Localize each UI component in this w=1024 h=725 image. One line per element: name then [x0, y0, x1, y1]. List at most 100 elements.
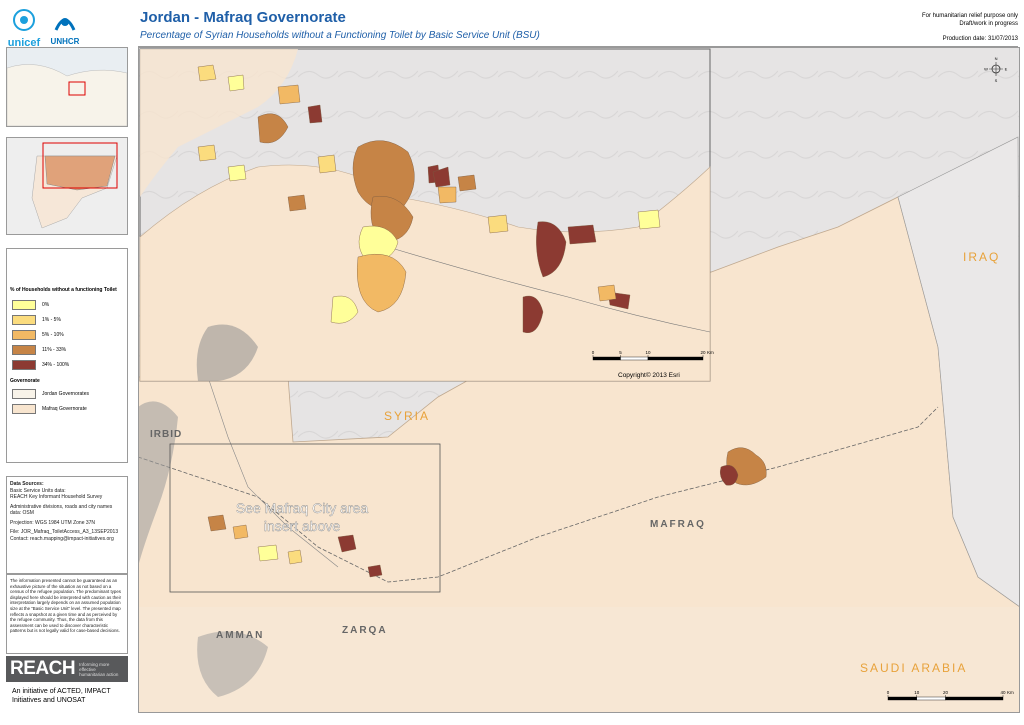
legend-label: 11% - 33%: [42, 346, 67, 353]
legend-item: Mafraq Governorate: [10, 401, 124, 416]
legend-item: 34% - 100%: [10, 357, 124, 372]
scale-label: 20: [700, 350, 706, 355]
scale-segment: [592, 356, 621, 361]
reach-initiative: An initiative of ACTED, IMPACT Initiativ…: [12, 688, 111, 704]
legend: % of Households without a functioning To…: [6, 248, 128, 463]
note: Draft/work in progress: [959, 21, 1018, 27]
bsu-polygon: [197, 144, 217, 162]
bsu-polygon: [197, 64, 217, 82]
compass: N E S W: [984, 56, 1008, 83]
compass-label: S: [995, 78, 998, 83]
iraq-area: [897, 136, 1020, 608]
unhcr-text: UNHCR: [50, 37, 80, 46]
jordan-governorates: [138, 607, 1020, 713]
bsu-polygon: [637, 209, 661, 230]
scale-segment: [916, 696, 946, 701]
road: [207, 376, 339, 568]
bsu-polygon: [719, 465, 739, 486]
main-map: Copyright© 2013 Esri IRAQ SYRIA IRBID MA…: [138, 47, 1020, 713]
mafraq-governorate: [138, 196, 1020, 713]
bsu-polygon: [307, 104, 323, 124]
scale-bar: 0 5 10 20 Km: [592, 350, 714, 361]
legend-label: 0%: [42, 301, 50, 308]
country-label: IRAQ: [963, 250, 1000, 264]
bsu-polygon: [207, 514, 227, 532]
scale-label: 10: [645, 350, 651, 355]
compass-label: E: [1005, 67, 1008, 72]
sources: Data Sources: Basic Service Units data: RE…: [6, 476, 128, 574]
unicef-text: unicef: [7, 37, 41, 49]
unhcr-emblem: [54, 18, 76, 31]
reach-logo: REACH Informing more effective humanitar…: [6, 656, 128, 682]
legend-label: 34% - 100%: [42, 361, 70, 368]
legend-swatch: [12, 403, 36, 414]
city-label: IRBID: [150, 429, 182, 440]
legend-item: 11% - 33%: [10, 342, 124, 357]
source-line: File: JOR_Mafraq_ToiletAccess_A3_13SEP20…: [10, 529, 119, 535]
bsu-polygon: [457, 174, 477, 192]
inset-map: Copyright© 2013 Esri: [139, 48, 711, 382]
country-label: SAUDI ARABIA: [860, 661, 967, 675]
title: Jordan - Mafraq Governorate: [140, 9, 346, 26]
bsu-polygon: [277, 84, 301, 105]
scale-segment: [887, 696, 917, 701]
inset-note: See Mafraq City area: [236, 500, 368, 516]
legend-swatch: [12, 314, 36, 325]
legend-title: % of Households without a functioning To…: [10, 287, 117, 293]
source-line: Projection: WGS 1984 UTM Zone 37N: [10, 519, 96, 526]
road: [138, 406, 939, 583]
source-line: Basic Service Units data:: [10, 487, 66, 494]
compass-label: N: [995, 56, 998, 61]
jordan-map-svg: [31, 142, 118, 229]
city-label: ZARQA: [342, 625, 388, 636]
scale-label: 0: [592, 350, 595, 355]
bsu-polygons: [197, 64, 661, 333]
bsu-polygon: [487, 214, 509, 234]
source-line: Administrative divisions, roads and city…: [10, 503, 113, 517]
urban-area: [197, 631, 268, 697]
legend-swatch: [12, 329, 36, 340]
bsu-polygon: [567, 224, 597, 245]
scale-segment: [620, 356, 649, 361]
scale-unit: Km: [1007, 690, 1014, 695]
legend-item: 5% - 10%: [10, 327, 124, 342]
inset-extent: [169, 443, 441, 593]
source-line: REACH Key Informant Household Survey: [10, 494, 103, 500]
unhcr-logo: UNHCR: [48, 8, 82, 46]
bsu-polygon: [522, 295, 544, 333]
bsu-polygon: [257, 544, 279, 562]
legend-item: 1% - 5%: [10, 312, 124, 327]
bsu-polygon: [357, 253, 407, 313]
reach-tagline: Informing more effective humanitarian ac…: [79, 661, 119, 677]
scale-label: 5: [619, 350, 622, 355]
scale-label: 20: [943, 690, 949, 695]
bsu-polygon: [330, 295, 359, 324]
source-line: Data Sources:: [10, 481, 44, 487]
legend-label: Mafraq Governorate: [42, 405, 87, 412]
source-line: Contact: reach.mapping@impact-initiative…: [10, 535, 114, 542]
legend-swatch: [12, 344, 36, 355]
bsu-polygon: [432, 166, 451, 188]
reach-name: REACH: [10, 658, 76, 679]
urban-area: [138, 401, 178, 567]
legend-label: 5% - 10%: [42, 331, 64, 338]
scale-label: 10: [914, 690, 920, 695]
bsu-polygon: [437, 186, 457, 204]
region-map-svg: [6, 64, 128, 127]
scale-segment: [647, 356, 704, 361]
legend-label: Jordan Governorates: [42, 390, 89, 397]
bsu-polygons: [207, 447, 767, 578]
bsu-polygon: [257, 113, 289, 144]
scale-segment: [945, 696, 1004, 701]
legend-label: 1% - 5%: [42, 316, 61, 323]
legend-classes: 0% 1% - 5% 5% - 10% 11% - 33% 34% - 100%: [10, 297, 124, 372]
compass-label: W: [984, 67, 988, 72]
bsu-polygon: [367, 564, 383, 578]
bsu-polygon: [317, 154, 337, 174]
legend-governorates: Jordan Governorates Mafraq Governorate: [10, 386, 124, 416]
bsu-polygon: [287, 549, 303, 565]
legend-item: 0%: [10, 297, 124, 312]
header-rule: [138, 46, 1018, 47]
bsu-polygon: [337, 534, 357, 553]
